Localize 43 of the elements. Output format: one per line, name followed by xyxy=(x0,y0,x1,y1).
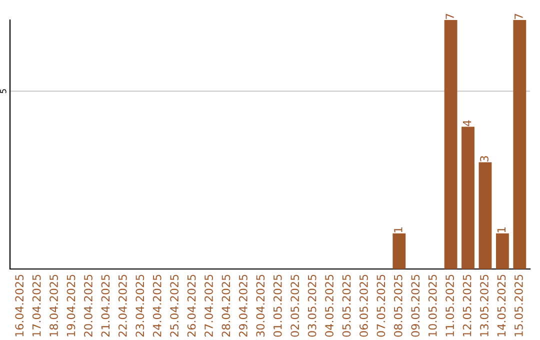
data-label: 3 xyxy=(480,156,488,162)
x-tick-label: 25.04.2025 xyxy=(170,274,179,337)
x-tick-label: 16.04.2025 xyxy=(15,274,24,336)
x-tick-label: 13.05.2025 xyxy=(480,274,488,336)
bar xyxy=(496,233,509,269)
data-label: 1 xyxy=(394,227,402,232)
x-tick-label: 19.04.2025 xyxy=(66,274,76,336)
x-tick-label: 01.05.2025 xyxy=(273,274,282,337)
x-tick-label: 22.04.2025 xyxy=(118,274,127,337)
x-tick-label: 15.05.2025 xyxy=(514,274,523,336)
data-label: 7 xyxy=(514,14,523,20)
bar xyxy=(513,20,526,269)
ref-line-label: 5 xyxy=(0,89,6,94)
x-tick-label: 20.04.2025 xyxy=(84,274,92,337)
x-tick-label: 07.05.2025 xyxy=(376,274,386,337)
x-tick-label: 26.04.2025 xyxy=(187,274,196,337)
x-tick-label: 02.05.2025 xyxy=(290,274,300,337)
x-tick-label: 04.05.2025 xyxy=(325,274,334,337)
x-tick-label: 30.04.2025 xyxy=(256,274,265,337)
x-tick-label: 11.05.2025 xyxy=(446,274,454,336)
bar xyxy=(444,20,458,269)
x-tick-label: 09.05.2025 xyxy=(411,274,420,337)
x-tick-label: 03.05.2025 xyxy=(308,274,316,337)
x-tick-label: 27.04.2025 xyxy=(204,274,213,337)
data-label: 4 xyxy=(462,120,472,126)
bar xyxy=(478,162,492,269)
x-tick-label: 14.05.2025 xyxy=(497,274,506,336)
x-tick-label: 24.04.2025 xyxy=(152,274,162,337)
data-label: 1 xyxy=(497,227,506,232)
bar xyxy=(392,233,406,269)
x-tick-label: 12.05.2025 xyxy=(462,274,472,336)
x-tick-label: 10.05.2025 xyxy=(428,274,437,336)
x-tick-label: 23.04.2025 xyxy=(136,274,144,337)
data-label: 7 xyxy=(446,14,454,20)
bar xyxy=(462,126,474,269)
x-tick-label: 28.04.2025 xyxy=(222,274,230,337)
x-tick-label: 21.04.2025 xyxy=(101,274,110,337)
x-tick-label: 05.05.2025 xyxy=(342,274,351,337)
x-tick-label: 29.04.2025 xyxy=(238,274,248,337)
x-tick-label: 17.04.2025 xyxy=(32,274,41,336)
x-tick-label: 06.05.2025 xyxy=(360,274,368,337)
x-tick-label: 08.05.2025 xyxy=(394,274,402,337)
x-tick-label: 18.04.2025 xyxy=(50,274,58,336)
